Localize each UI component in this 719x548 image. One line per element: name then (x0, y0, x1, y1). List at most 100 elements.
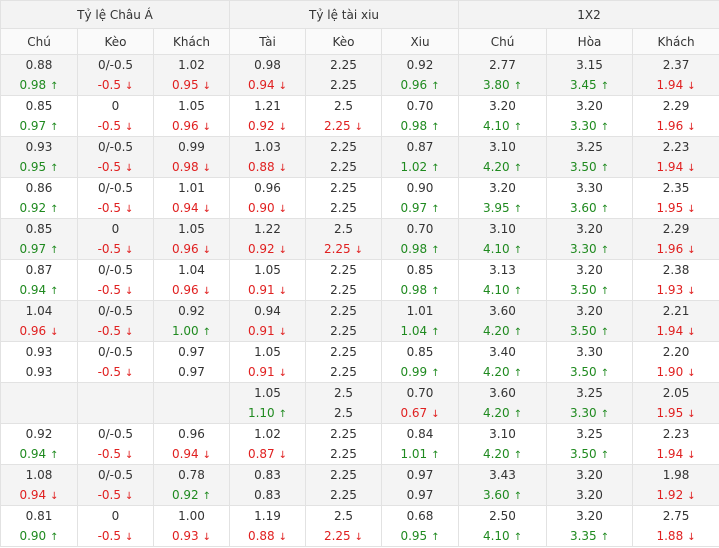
up-arrow-icon: ↑ (431, 81, 439, 92)
current-odds: 0.92↑ (154, 485, 229, 505)
current-odds-value: 4.10 (483, 242, 510, 256)
current-odds: 3.60↑ (459, 485, 546, 505)
up-arrow-icon: ↑ (50, 122, 58, 133)
opening-odds: 3.20 (547, 96, 632, 116)
odds-cell: 0/-0.5-0.5↓ (78, 137, 154, 178)
opening-odds: 1.02 (230, 424, 305, 444)
current-odds-value: 0.95 (19, 160, 46, 174)
up-arrow-icon: ↑ (431, 327, 439, 338)
down-arrow-icon: ↓ (355, 245, 363, 256)
up-arrow-icon: ↑ (601, 327, 609, 338)
current-odds: 2.25 (306, 321, 381, 341)
opening-odds: 2.25 (306, 301, 381, 321)
current-odds: 2.25 (306, 444, 381, 464)
current-odds (78, 403, 153, 423)
current-odds-value: 3.50 (570, 365, 597, 379)
down-arrow-icon: ↓ (687, 450, 695, 461)
opening-odds: 0.93 (1, 137, 77, 157)
opening-odds: 3.30 (547, 178, 632, 198)
opening-odds: 2.25 (306, 424, 381, 444)
current-odds-value: 3.50 (570, 324, 597, 338)
current-odds: 0.91↓ (230, 362, 305, 382)
opening-odds: 2.37 (633, 55, 719, 75)
opening-odds: 0.87 (382, 137, 458, 157)
current-odds-value: 4.20 (483, 324, 510, 338)
current-odds: -0.5↓ (78, 485, 153, 505)
opening-odds: 3.20 (547, 506, 632, 526)
down-arrow-icon: ↓ (203, 286, 211, 297)
current-odds-value: 1.96 (656, 119, 683, 133)
current-odds: 1.02↑ (382, 157, 458, 177)
opening-odds: 0.88 (1, 55, 77, 75)
down-arrow-icon: ↓ (125, 245, 133, 256)
current-odds: -0.5↓ (78, 116, 153, 136)
current-odds: 3.80↑ (459, 75, 546, 95)
opening-odds (1, 383, 77, 403)
odds-cell: 0/-0.5-0.5↓ (78, 178, 154, 219)
opening-odds: 0/-0.5 (78, 178, 153, 198)
opening-odds: 0.96 (230, 178, 305, 198)
up-arrow-icon: ↑ (514, 245, 522, 256)
up-arrow-icon: ↑ (601, 204, 609, 215)
current-odds-value: -0.5 (98, 242, 121, 256)
current-odds-value: 0.94 (19, 283, 46, 297)
current-odds-value: 0.99 (400, 365, 427, 379)
current-odds: 0.96↓ (154, 280, 229, 300)
current-odds: 0.94↓ (154, 198, 229, 218)
up-arrow-icon: ↑ (514, 532, 522, 543)
opening-odds: 3.10 (459, 424, 546, 444)
current-odds: 2.25 (306, 362, 381, 382)
current-odds-value: -0.5 (98, 529, 121, 543)
current-odds: 4.10↑ (459, 280, 546, 300)
up-arrow-icon: ↑ (203, 327, 211, 338)
opening-odds: 2.29 (633, 96, 719, 116)
current-odds: 0.96↓ (154, 239, 229, 259)
up-arrow-icon: ↑ (431, 532, 439, 543)
opening-odds (154, 383, 229, 403)
opening-odds: 0.78 (154, 465, 229, 485)
odds-cell: 0/-0.5-0.5↓ (78, 342, 154, 383)
opening-odds: 3.13 (459, 260, 546, 280)
opening-odds: 0.86 (1, 178, 77, 198)
current-odds-value: -0.5 (98, 488, 121, 502)
current-odds-value: 0.67 (400, 406, 427, 420)
opening-odds: 3.25 (547, 424, 632, 444)
opening-odds: 1.03 (230, 137, 305, 157)
current-odds: 3.30↑ (547, 239, 632, 259)
current-odds: 1.94↓ (633, 321, 719, 341)
current-odds-value: 2.25 (324, 242, 351, 256)
up-arrow-icon: ↑ (50, 286, 58, 297)
current-odds: -0.5↓ (78, 526, 153, 546)
opening-odds: 0/-0.5 (78, 55, 153, 75)
current-odds: 0.92 ↑ (1, 198, 77, 218)
current-odds-value: 0.92 (19, 201, 46, 215)
down-arrow-icon: ↓ (279, 368, 287, 379)
opening-odds: 1.04 (1, 301, 77, 321)
up-arrow-icon: ↑ (50, 204, 58, 215)
current-odds-value: 4.10 (483, 283, 510, 297)
column-header-handicap: Kèo (78, 29, 154, 55)
current-odds-value: 0.94 (248, 78, 275, 92)
